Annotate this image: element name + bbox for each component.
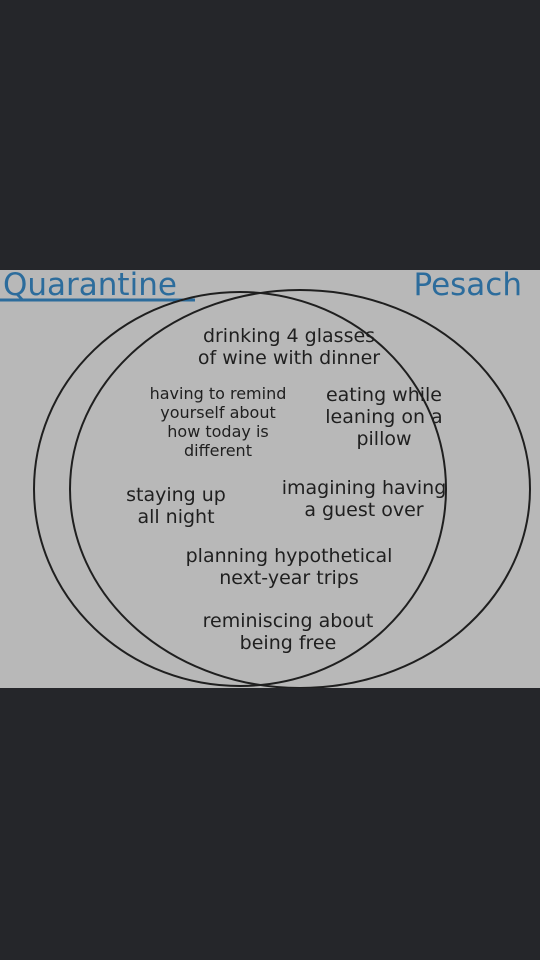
shared-item-lean: eating while leaning on a pillow [325, 384, 443, 450]
shared-item-trips: planning hypothetical next-year trips [185, 545, 393, 589]
quarantine-label: Quarantine [3, 270, 177, 303]
shared-item-remind: having to remind yourself about how toda… [149, 384, 287, 460]
quarantine-circle [33, 291, 447, 687]
shared-item-stay-up: staying up all night [126, 484, 226, 528]
pesach-circle [69, 289, 531, 688]
venn-diagram-image: Quarantine Pesach drinking 4 glasses of … [0, 270, 540, 688]
pesach-label: Pesach [413, 270, 523, 303]
venn-diagram-canvas [0, 289, 531, 688]
shared-item-free: reminiscing about being free [202, 610, 374, 654]
shared-item-guest: imagining having a guest over [281, 477, 447, 521]
shared-item-wine: drinking 4 glasses of wine with dinner [197, 325, 381, 369]
